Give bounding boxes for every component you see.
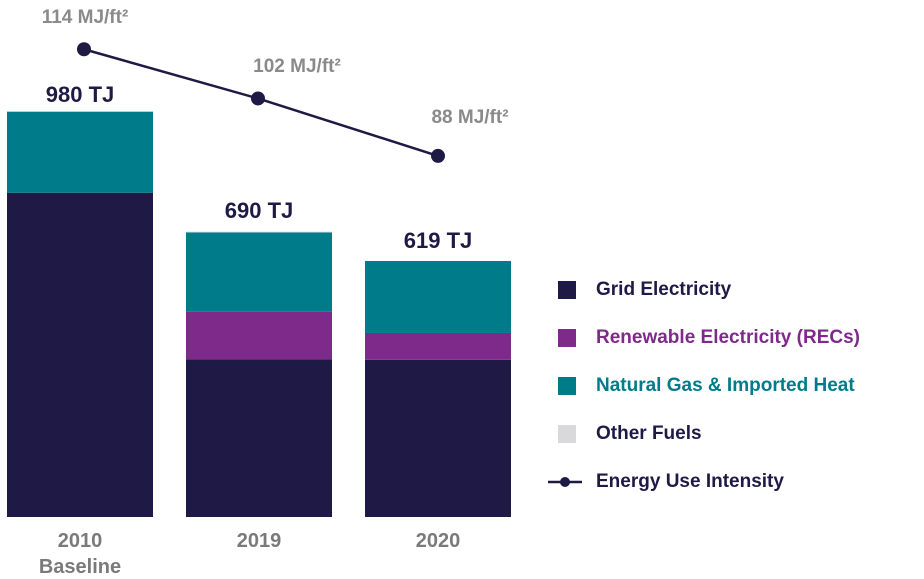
total-label: 690 TJ	[225, 198, 294, 223]
bar-segment	[365, 332, 511, 360]
bar-segment	[365, 359, 511, 517]
bar-segment	[365, 260, 511, 333]
total-label: 980 TJ	[46, 82, 115, 107]
legend-label: Energy Use Intensity	[596, 471, 784, 492]
x-tick-label: 2019	[236, 530, 282, 552]
x-tick-label: 2010 Baseline	[38, 530, 122, 578]
bar-segment	[7, 111, 153, 193]
legend-swatch	[558, 281, 576, 299]
line-point	[251, 91, 265, 106]
bar-segment	[186, 311, 332, 360]
legend-marker	[560, 477, 570, 487]
bar-segment	[186, 231, 332, 233]
data-label: 88 MJ/ft²	[431, 107, 508, 128]
legend-swatch	[558, 425, 576, 443]
legend-label: Renewable Electricity (RECs)	[596, 327, 860, 348]
line-point	[431, 148, 445, 163]
line-point	[77, 42, 91, 57]
total-label: 619 TJ	[404, 228, 473, 253]
x-tick-label: 2020	[415, 530, 461, 552]
legend-swatch	[558, 377, 576, 395]
legend-label: Other Fuels	[596, 423, 702, 444]
bar-segment	[186, 359, 332, 517]
bar-segment	[186, 232, 332, 312]
data-label: 114 MJ/ft²	[42, 7, 129, 28]
data-label: 102 MJ/ft²	[253, 56, 341, 77]
bar-segment	[7, 192, 153, 517]
legend-label: Natural Gas & Imported Heat	[596, 375, 855, 396]
legend-label: Grid Electricity	[596, 279, 732, 300]
legend-swatch	[558, 329, 576, 347]
